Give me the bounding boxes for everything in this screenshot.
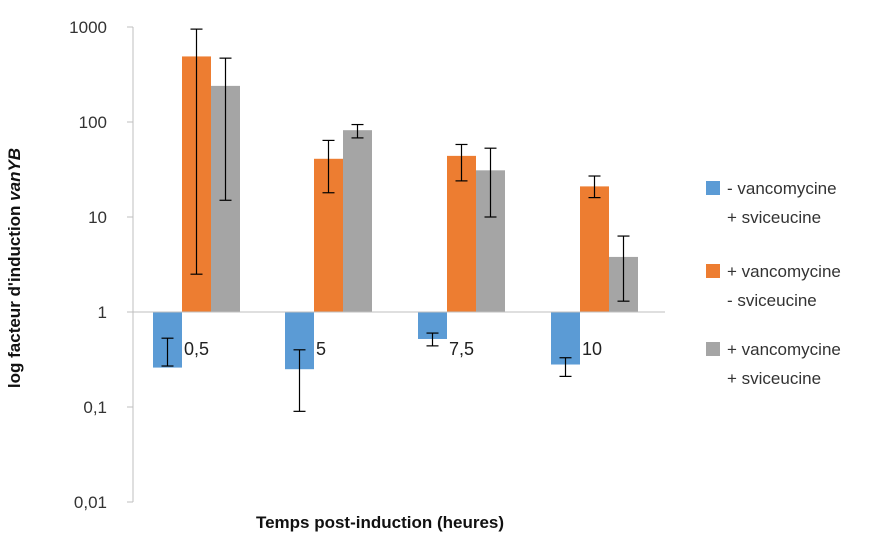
y-tick-label: 10 [88,208,107,227]
legend-swatch [706,342,720,356]
error-bars [161,28,630,412]
category-label: 0,5 [184,339,209,359]
legend-label: + vancomycine [727,340,841,359]
category-labels: 0,5 5 7,5 10 [184,339,602,359]
y-axis-title-text: log facteur d'induction [5,201,24,388]
legend-swatch [706,264,720,278]
legend-label: + sviceucine [727,208,821,227]
y-tick-label: 100 [79,113,107,132]
legend: - vancomycine + sviceucine + vancomycine - … [706,179,841,388]
y-axis-ticks: 0,01 0,1 1 10 100 1000 [69,18,133,512]
y-axis-title: log facteur d'induction vanYB [5,148,24,388]
bar [551,312,580,365]
y-tick-label: 0,1 [83,398,107,417]
bar [580,186,609,312]
y-tick-label: 0,01 [74,493,107,512]
bars [153,56,638,370]
bar [343,130,372,312]
legend-label: + vancomycine [727,262,841,281]
legend-swatch [706,181,720,195]
legend-label: - vancomycine [727,179,837,198]
category-label: 5 [316,339,326,359]
category-label: 7,5 [449,339,474,359]
bar [447,155,476,312]
y-tick-label: 1 [98,303,107,322]
legend-label: - sviceucine [727,291,817,310]
y-tick-label: 1000 [69,18,107,37]
category-label: 10 [582,339,602,359]
x-axis-title: Temps post-induction (heures) [256,513,504,532]
legend-label: + sviceucine [727,369,821,388]
y-axis-title-italic: vanYB [5,148,24,201]
